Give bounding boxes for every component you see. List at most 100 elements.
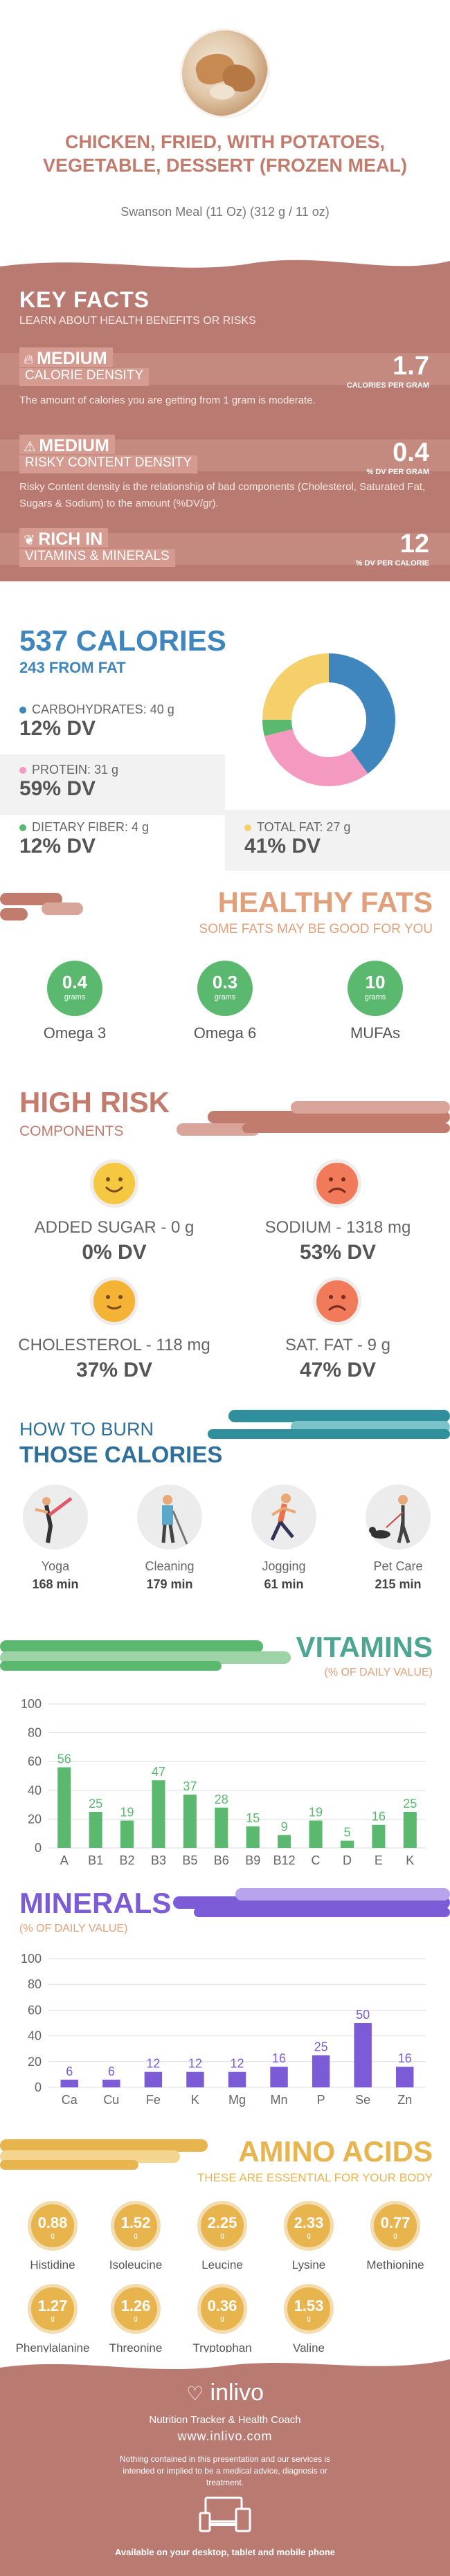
bar-value-label: 25 [403,1797,417,1811]
calorie-density-value: 1.7 [393,352,429,381]
bar [278,1835,291,1848]
leaf-icon: ❦ [24,533,35,548]
minerals-title: MINERALS [19,1887,172,1919]
healthy-fats-subtitle: SOME FATS MAY BE GOOD FOR YOU [199,922,433,936]
burn-title-line2: THOSE CALORIES [19,1442,223,1467]
minerals-bar-chart: 0 20 40 60 80 100 6 Ca 6 Cu 12 Fe 12 K 12 Mg 16 Mn 25 P 50 Se… [21,1952,426,2107]
flame-icon: 🔥︎ [24,352,34,368]
bar [186,2071,204,2087]
wave-divider [0,248,450,268]
macro-donut-chart [262,653,395,786]
calorie-density-level: 🔥︎ MEDIUM [19,347,113,368]
cleaning-label: Cleaning [145,1559,195,1573]
rich-in-value: 12 [399,529,429,559]
minerals-section: MINERALS (% OF DAILY VALUE) 0 20 40 60 80 100… [0,1883,450,2118]
threonine-label: Threonine [109,2341,163,2355]
bar-value-label: 37 [183,1779,197,1793]
page-title: CHICKEN, FRIED, WITH POTATOES, VEGETABLE… [42,131,407,176]
calorie-density-desc: The amount of calories you are getting f… [19,394,316,406]
footer-devices: Available on your desktop, tablet and mo… [114,2547,336,2557]
vitamins-section: VITAMINS (% OF DAILY VALUE) 0 20 40 60 80 100… [0,1626,450,1889]
isoleucine-badge: 1.52 g [111,2201,161,2251]
phenylalanine-badge: 1.27 g [28,2284,78,2334]
inlivo-logo[interactable]: ♡ inlivo [186,2379,264,2406]
y-tick-label: 40 [28,1784,42,1797]
isoleucine-label: Isoleucine [109,2258,163,2271]
bar-value-label: 56 [57,1752,71,1766]
wave-divider [0,2352,450,2370]
key-facts-section: KEY FACTS LEARN ABOUT HEALTH BENEFITS OR… [0,248,450,581]
bar [60,2079,78,2087]
x-tick-label: Zn [397,2093,412,2107]
omega6-label: Omega 6 [193,1024,257,1042]
yoga-minutes: 168 min [32,1577,79,1591]
lysine-label: Lysine [291,2258,326,2271]
x-tick-label: B6 [214,1853,229,1867]
bar-value-label: 47 [152,1765,165,1779]
yoga-icon [23,1485,88,1550]
amino-subtitle: THESE ARE ESSENTIAL FOR YOUR BODY [197,2171,433,2184]
bar-value-label: 25 [314,2040,328,2054]
healthy-fats-section: HEALTHY FATS SOME FATS MAY BE GOOD FOR Y… [0,879,450,1066]
high-risk-subtitle: COMPONENTS [19,1123,124,1139]
calories-from-fat: 243 FROM FAT [19,659,126,676]
sodium-label: SODIUM - 1318 mg [264,1218,411,1237]
key-facts-subtitle: LEARN ABOUT HEALTH BENEFITS OR RISKS [19,315,256,327]
bar [270,2067,288,2087]
rich-in-name: VITAMINS & MINERALS [19,549,175,567]
warning-icon: ⚠ [24,439,36,455]
fat-dot-icon [244,824,251,832]
calorie-density-name: CALORIE DENSITY [19,368,150,386]
bar-value-label: 16 [272,2051,286,2065]
y-tick-label: 20 [28,2055,42,2069]
sad-face-icon [313,1277,361,1325]
bar [215,1807,228,1848]
key-facts-title: KEY FACTS [19,287,150,312]
omega3-badge: 0.4 grams [47,961,102,1016]
methionine-label: Methionine [366,2258,424,2271]
x-tick-label: B9 [245,1853,260,1867]
valine-badge: 1.53 g [284,2284,334,2334]
pet-care-label: Pet Care [373,1559,423,1573]
risky-density-name: RISKY CONTENT DENSITY [19,455,198,473]
calories-total: 537 CALORIES [19,624,226,657]
histidine-badge: 0.88 g [28,2201,78,2251]
bar-value-label: 12 [188,2057,202,2071]
y-tick-label: 80 [28,1977,42,1991]
y-tick-label: 100 [21,1952,42,1966]
macro-protein: PROTEIN: 31 g 59% DV [19,763,119,800]
minerals-subtitle: (% OF DAILY VALUE) [19,1923,128,1934]
rich-in-unit: % DV PER CALORIE [355,559,429,568]
tryptophan-label: Tryptophan [192,2341,252,2355]
bar [312,2055,330,2087]
bar [228,2071,246,2087]
omega6-badge: 0.3 grams [197,961,253,1016]
donut-slice [262,653,395,786]
burn-title-line1: HOW TO BURN [19,1419,154,1440]
valine-label: Valine [293,2341,325,2355]
x-tick-label: D [343,1853,352,1867]
x-tick-label: Fe [146,2093,161,2107]
bar-value-label: 6 [108,2065,115,2078]
amino-section: AMINO ACIDS THESE ARE ESSENTIAL FOR YOUR… [0,2135,450,2355]
x-tick-label: K [406,1853,414,1867]
added-sugar-dv: 0% DV [82,1241,147,1264]
footer-tagline: Nutrition Tracker & Health Coach [149,2414,301,2426]
jogging-label: Jogging [262,1559,306,1573]
devices-icon [197,2495,253,2537]
bar-value-label: 50 [356,2008,370,2022]
bar [354,2023,372,2087]
x-tick-label: B3 [151,1853,166,1867]
footer-url[interactable]: www.inlivo.com [177,2429,273,2443]
carbs-dot-icon [19,707,26,714]
bar-value-label: 6 [66,2065,73,2078]
protein-dot-icon [19,767,26,774]
bar-value-label: 28 [215,1793,228,1806]
pet-care-icon [366,1485,431,1550]
x-tick-label: Ca [62,2093,78,2107]
methionine-badge: 0.77 g [370,2201,420,2251]
bar [152,1780,165,1848]
cholesterol-dv: 37% DV [75,1359,153,1381]
sat-fat-dv: 47% DV [299,1359,377,1381]
heart-icon: ♡ [186,2383,204,2404]
